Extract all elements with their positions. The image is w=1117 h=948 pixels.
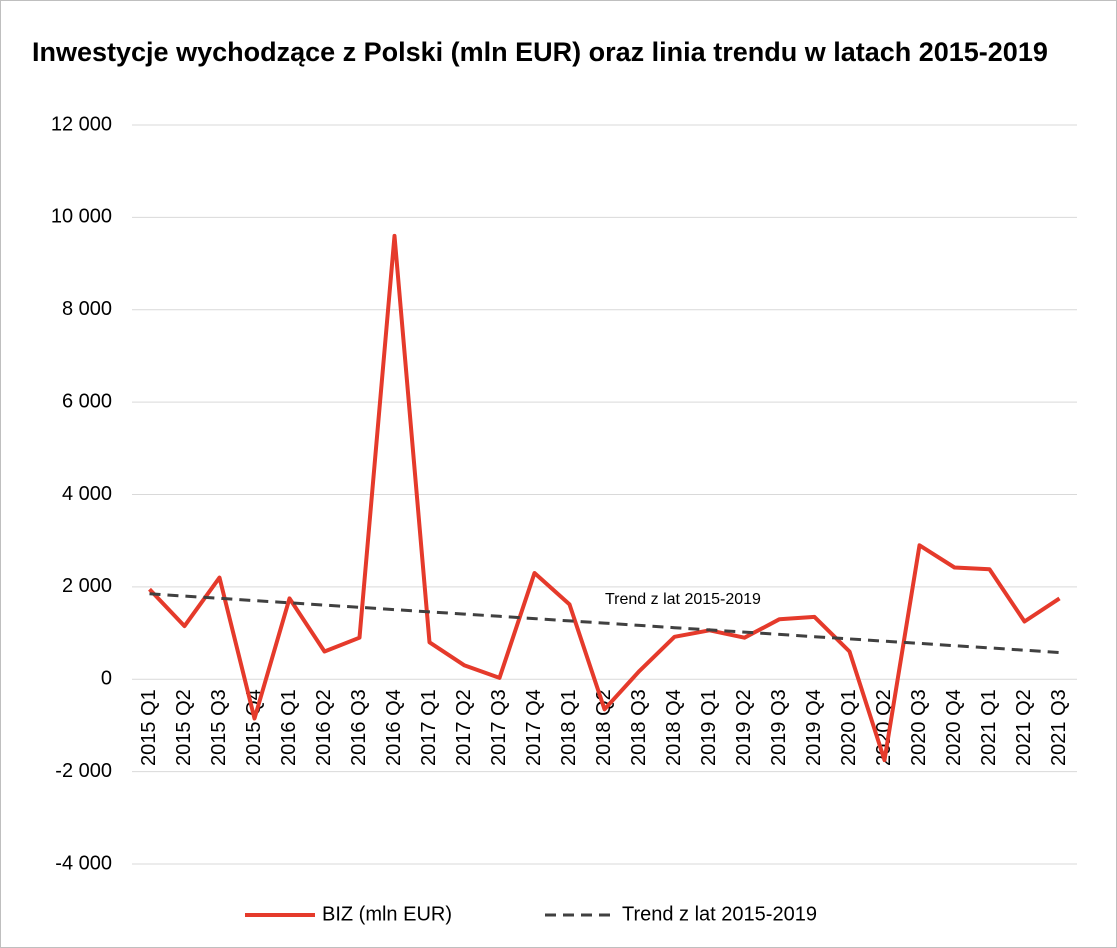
x-tick-label: 2016 Q4 [383, 689, 405, 766]
x-tick-label: 2019 Q3 [768, 689, 790, 766]
y-tick-label: 2 000 [62, 575, 112, 597]
trend-line [149, 592, 1060, 654]
x-tick-label: 2015 Q2 [173, 689, 195, 766]
x-tick-label: 2019 Q4 [803, 689, 825, 766]
x-tick-label: 2017 Q4 [523, 689, 545, 766]
x-tick-label: 2015 Q3 [208, 689, 230, 766]
chart-title: Inwestycje wychodzące z Polski (mln EUR)… [32, 37, 1048, 67]
y-tick-label: -2 000 [55, 760, 112, 782]
y-tick-label: 12 000 [51, 113, 112, 135]
x-tick-label: 2017 Q2 [453, 689, 475, 766]
y-tick-label: -4 000 [55, 852, 112, 874]
x-tick-label: 2017 Q3 [488, 689, 510, 766]
x-tick-label: 2016 Q1 [278, 689, 300, 766]
y-tick-label: 4 000 [62, 483, 112, 505]
x-tick-label: 2021 Q3 [1048, 689, 1070, 766]
x-tick-label: 2020 Q4 [943, 689, 965, 766]
x-tick-label: 2021 Q2 [1013, 689, 1035, 766]
x-tick-label: 2019 Q1 [698, 689, 720, 766]
legend-label: BIZ (mln EUR) [322, 903, 452, 925]
x-tick-label: 2015 Q1 [138, 689, 160, 766]
legend-label: Trend z lat 2015-2019 [622, 903, 817, 925]
x-tick-label: 2019 Q2 [733, 689, 755, 766]
x-tick-label: 2016 Q3 [348, 689, 370, 766]
x-tick-label: 2018 Q2 [593, 689, 615, 766]
x-tick-label: 2017 Q1 [418, 689, 440, 766]
x-tick-label: 2021 Q1 [978, 689, 1000, 766]
x-tick-label: 2020 Q3 [908, 689, 930, 766]
x-tick-label: 2016 Q2 [313, 689, 335, 766]
y-tick-label: 6 000 [62, 390, 112, 412]
x-tick-label: 2020 Q1 [838, 689, 860, 766]
data-line [148, 233, 1061, 763]
y-tick-label: 10 000 [51, 206, 112, 228]
annotation: Trend z lat 2015-2019 [605, 591, 761, 608]
y-tick-label: 8 000 [62, 298, 112, 320]
x-tick-label: 2018 Q1 [558, 689, 580, 766]
y-tick-label: 0 [101, 668, 112, 690]
x-tick-label: 2018 Q4 [663, 689, 685, 766]
x-tick-label: 2018 Q3 [628, 689, 650, 766]
